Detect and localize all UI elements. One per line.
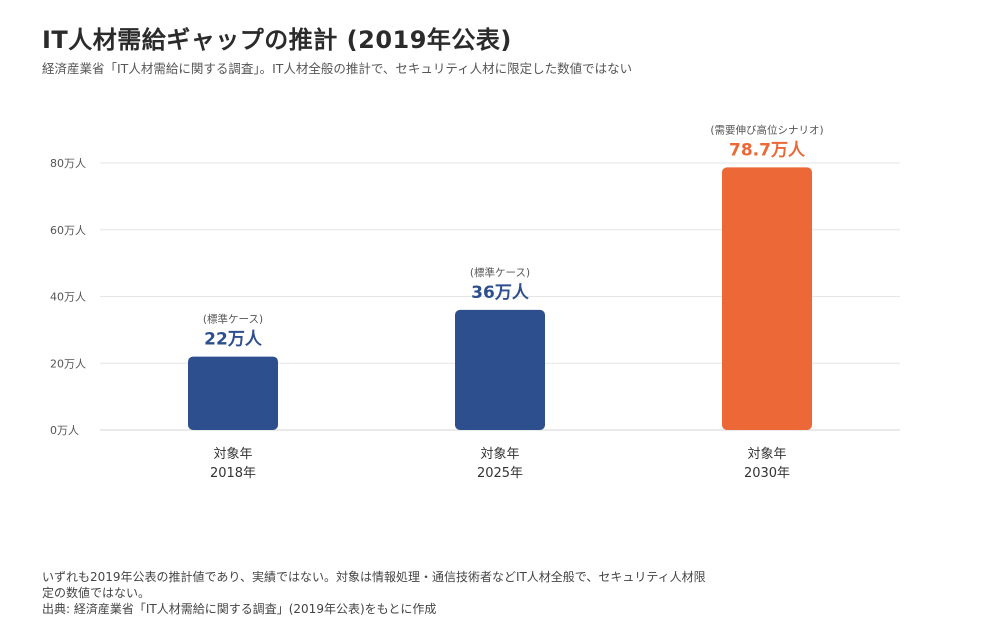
footnote-line: 定の数値ではない。 <box>42 586 151 600</box>
x-tick-label: 対象年 <box>213 447 252 462</box>
y-tick-label: 20万人 <box>50 357 86 370</box>
x-tick-label: 2030年 <box>744 466 790 481</box>
footnote-line: いずれも2019年公表の推計値であり、実績ではない。対象は情報処理・通信技術者な… <box>42 570 706 584</box>
bar-chart: 0万人 20万人 40万人 60万人 80万人 22万人 (標準ケース) 対象年 2018年 36… <box>50 123 900 481</box>
x-tick-label: 対象年 <box>747 447 786 462</box>
x-tick-label: 2018年 <box>210 466 256 481</box>
bar <box>188 356 278 430</box>
chart-title: IT人材需給ギャップの推計 (2019年公表) <box>42 26 512 54</box>
data-label: 22万人 <box>204 330 263 350</box>
chart-subtitle: 経済産業省「IT人材需給に関する調査」。IT人材全般の推計で、セキュリティ人材に… <box>42 61 633 76</box>
scenario-label: (標準ケース) <box>470 266 530 279</box>
y-tick-label: 80万人 <box>50 157 86 170</box>
x-tick-label: 対象年 <box>480 447 519 462</box>
x-tick-label: 2025年 <box>477 466 523 481</box>
bar <box>455 309 545 430</box>
data-label: 78.7万人 <box>729 140 806 160</box>
y-tick-label: 60万人 <box>50 224 86 237</box>
data-label: 36万人 <box>471 283 530 303</box>
scenario-label: (需要伸び高位シナリオ) <box>710 123 823 136</box>
scenario-label: (標準ケース) <box>203 313 263 326</box>
bar <box>722 167 812 430</box>
y-tick-label: 40万人 <box>50 291 86 304</box>
y-tick-label: 0万人 <box>50 424 79 437</box>
footnote: いずれも2019年公表の推計値であり、実績ではない。対象は情報処理・通信技術者な… <box>42 569 782 617</box>
source-note: 出典: 経済産業省「IT人材需給に関する調査」(2019年公表)をもとに作成 <box>42 602 437 616</box>
